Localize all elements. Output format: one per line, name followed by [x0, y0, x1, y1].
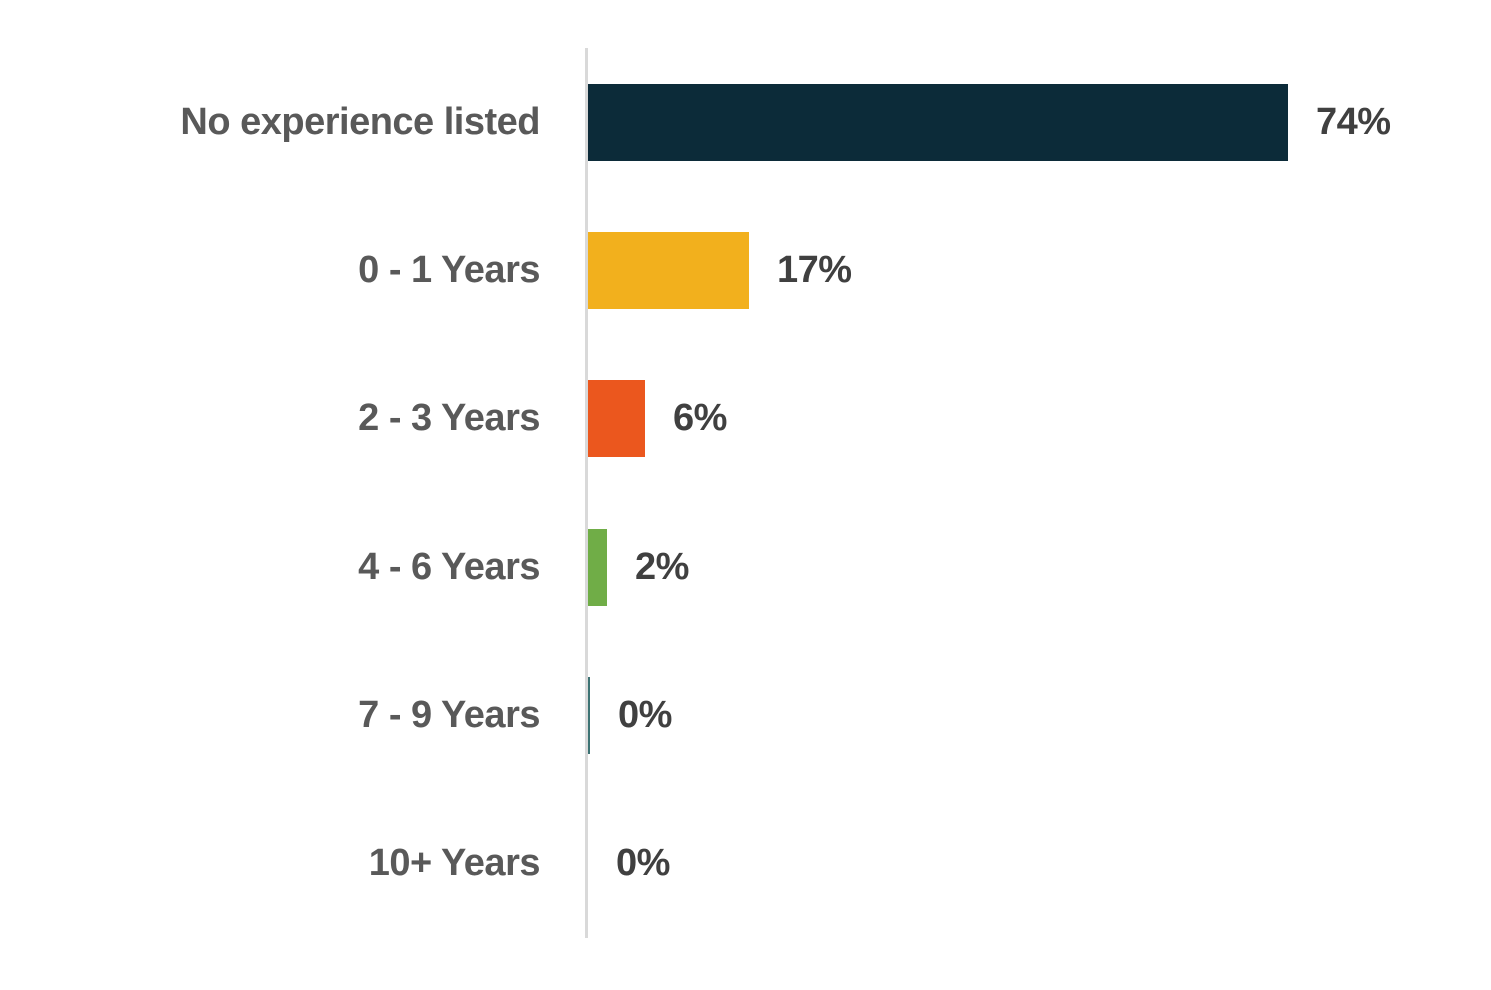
bar-area: 0% [588, 825, 670, 902]
category-label: No experience listed [180, 100, 540, 143]
y-axis-line [585, 48, 588, 938]
bar-4-6-years [588, 528, 607, 606]
chart-row: 10+ Years 0% [0, 790, 1491, 938]
value-label: 6% [673, 397, 727, 440]
chart-row: 7 - 9 Years 0% [0, 641, 1491, 789]
bar-area: 0% [588, 676, 672, 754]
bar-area: 74% [588, 83, 1391, 161]
plot-area: No experience listed 74% 0 - 1 Years 17%… [0, 48, 1491, 938]
category-label: 0 - 1 Years [358, 248, 540, 291]
value-label: 0% [616, 842, 670, 885]
value-label: 0% [618, 693, 672, 736]
value-label: 2% [635, 545, 689, 588]
bar-area: 2% [588, 528, 689, 606]
bar-7-9-years [588, 676, 590, 754]
category-label: 2 - 3 Years [358, 397, 540, 440]
category-label: 10+ Years [368, 842, 541, 885]
value-label: 17% [777, 248, 852, 291]
chart-row: 4 - 6 Years 2% [0, 493, 1491, 641]
chart-row: No experience listed 74% [0, 48, 1491, 196]
value-label: 74% [1316, 100, 1391, 143]
bar-area: 17% [588, 231, 852, 309]
bar-no-experience-listed [588, 83, 1288, 161]
bar-2-3-years [588, 380, 645, 458]
category-label: 4 - 6 Years [358, 545, 540, 588]
category-label: 7 - 9 Years [358, 693, 540, 736]
bar-area: 6% [588, 380, 727, 458]
chart-row: 0 - 1 Years 17% [0, 196, 1491, 344]
bar-0-1-years [588, 231, 749, 309]
chart-row: 2 - 3 Years 6% [0, 345, 1491, 493]
